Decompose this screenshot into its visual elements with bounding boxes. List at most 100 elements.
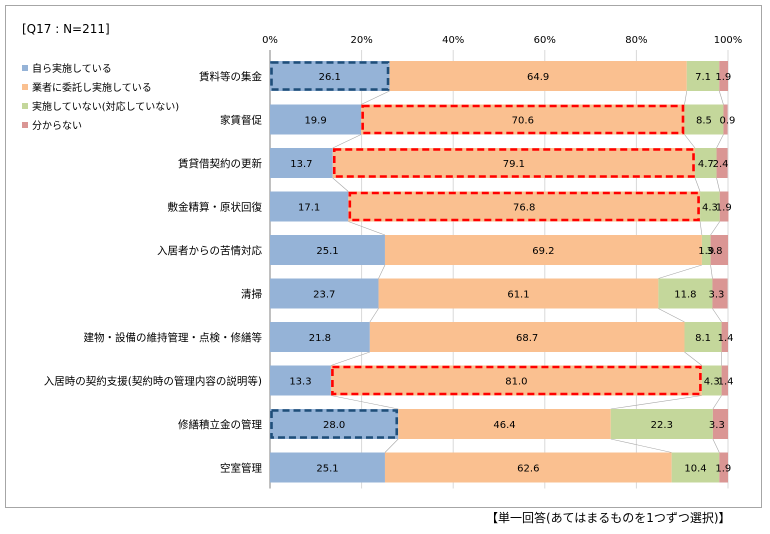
bar-segment [270, 322, 370, 352]
data-label: 81.0 [505, 377, 527, 388]
bar-segment [721, 365, 728, 396]
legend-swatch [22, 84, 28, 90]
bar-segment [671, 452, 720, 483]
data-label: 28.0 [323, 420, 345, 431]
series-connector [610, 395, 702, 410]
data-label: 26.1 [319, 72, 341, 83]
series-connector [384, 438, 399, 453]
data-label: 3.3 [709, 420, 725, 431]
series-connector [330, 351, 370, 366]
series-connector [361, 90, 390, 105]
bar-segment [270, 452, 385, 483]
highlight-box [270, 61, 390, 91]
data-labels: 26.1 64.9 7.1 1.919.9 70.6 8.5 0.913.7 79.1 4.72… [289, 72, 735, 475]
series-connector [684, 90, 688, 105]
data-label: 1.9 [715, 72, 731, 83]
series-connector [684, 134, 696, 149]
x-tick-label: 0% [262, 35, 278, 46]
x-tick-labels: 0% 20% 40% 60% 80% 100% [262, 35, 742, 46]
bar-segment [389, 61, 687, 91]
bar-segment [384, 235, 702, 265]
data-label: 25.1 [316, 464, 338, 475]
series-connector [610, 438, 672, 453]
bar-segment [710, 235, 728, 265]
data-label: 62.6 [517, 464, 539, 475]
category-label: 賃貸借契約の更新 [178, 157, 262, 170]
category-label: 空室管理 [220, 462, 262, 475]
bar-segment [658, 278, 713, 309]
data-label: 13.3 [289, 377, 311, 388]
category-label: 入居者からの苦情対応 [157, 244, 262, 257]
data-label: 25.1 [316, 246, 338, 257]
category-label: 敷金精算・原状回復 [168, 201, 263, 214]
legend-label: 自ら実施している [32, 62, 112, 75]
bar-segment [398, 409, 611, 439]
bar-segment [270, 191, 349, 222]
data-label: 3.3 [708, 290, 724, 301]
x-tick-label: 100% [714, 35, 743, 46]
bar-segment [270, 61, 390, 91]
bar-segment [361, 104, 685, 135]
series-connector [369, 308, 379, 323]
series-connector [684, 351, 703, 366]
series-connector [716, 134, 724, 149]
x-tick-label: 40% [442, 35, 464, 46]
series-connector [699, 221, 703, 236]
bar-segment [721, 322, 728, 352]
data-label: 8.1 [695, 333, 711, 344]
series-connector [710, 264, 713, 279]
data-label: 13.7 [290, 159, 312, 170]
category-labels: 賃料等の集金家賃督促賃貸借契約の更新敷金精算・原状回復入居者からの苦情対応清掃建… [44, 70, 263, 475]
series-connector [712, 438, 720, 453]
data-label: 1.9 [698, 246, 714, 257]
data-label: 23.7 [313, 290, 335, 301]
bar-segment [684, 104, 724, 135]
series-connector [330, 395, 399, 410]
data-label: 4.3 [704, 377, 720, 388]
bar-segment [270, 365, 331, 396]
data-label: 19.9 [304, 116, 326, 127]
series-connector [658, 308, 685, 323]
data-label: 22.3 [651, 420, 673, 431]
series-connector [710, 221, 721, 236]
series-connector [348, 221, 386, 236]
data-label: 4.3 [702, 203, 718, 214]
legend-swatch [22, 103, 28, 109]
bar-segment [332, 148, 696, 178]
data-label: 68.7 [516, 333, 538, 344]
data-label: 1.4 [718, 333, 734, 344]
data-label: 1.9 [716, 203, 732, 214]
legend-swatch [22, 122, 28, 128]
data-label: 46.4 [493, 420, 515, 431]
data-label: 21.8 [309, 333, 331, 344]
legend-label: 業者に委託し実施している [32, 81, 152, 94]
data-label: 76.8 [513, 203, 535, 214]
data-label: 1.4 [718, 377, 734, 388]
category-label: 修繕積立金の管理 [178, 418, 262, 431]
bar-segment [686, 61, 720, 91]
bar-segment [610, 409, 713, 439]
data-label: 0.9 [719, 116, 735, 127]
x-tick-label: 80% [625, 35, 647, 46]
series-connector [332, 134, 362, 149]
data-label: 4.7 [698, 159, 714, 170]
bar-segment [378, 278, 659, 309]
bar-segment [348, 191, 701, 222]
bar-segment [701, 235, 711, 265]
data-label: 69.2 [532, 246, 554, 257]
series-connector [719, 90, 724, 105]
bar-segment [270, 148, 333, 178]
data-label: 79.1 [503, 159, 525, 170]
highlight-box [332, 148, 695, 178]
bar-segment [700, 191, 720, 222]
data-label: 3.8 [707, 246, 723, 257]
series-connectors [330, 90, 724, 453]
bar-segment [384, 452, 672, 483]
bar-segment [695, 148, 717, 178]
series-connector [378, 264, 386, 279]
bar-segment [270, 278, 379, 309]
highlight-box [270, 409, 399, 439]
highlight-box [331, 365, 702, 396]
